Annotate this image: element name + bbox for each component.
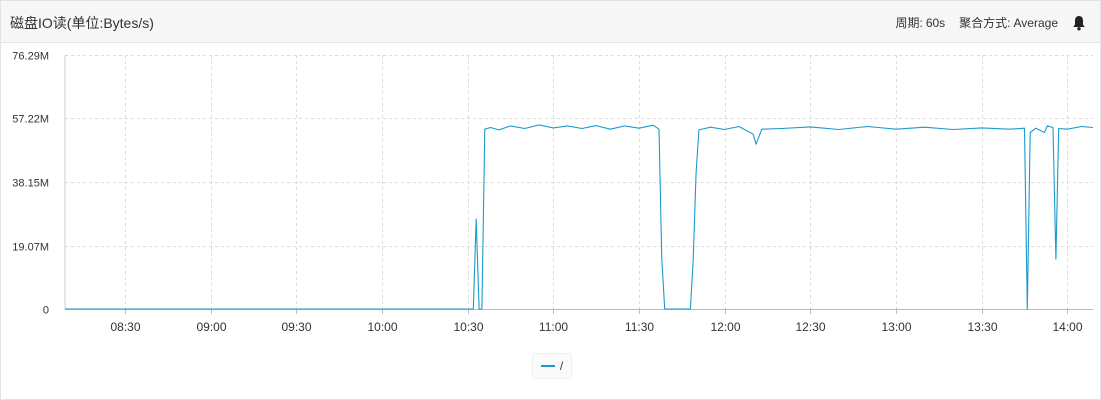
x-tick-label-3: 10:00 (367, 320, 397, 334)
period-value: 60s (925, 15, 946, 30)
period-label: 周期: (895, 16, 923, 30)
x-tick-label-9: 13:00 (881, 320, 911, 334)
x-tick-label-6: 11:30 (625, 320, 654, 334)
panel-header: 磁盘IO读(单位:Bytes/s) 周期: 60s 聚合方式: Average (1, 1, 1100, 43)
io-read-line-chart: 0 19.07M 38.15M 57.22M 76.29M 08:30 09:00 09:30… (12, 51, 1094, 334)
x-tick-label-0: 08:30 (110, 320, 140, 334)
x-tick-label-5: 11:00 (539, 320, 568, 334)
legend-swatch (540, 365, 555, 367)
y-tick-label-4: 76.29M (12, 51, 49, 63)
x-tick-label-1: 09:00 (196, 320, 226, 334)
x-tick-label-11: 14:00 (1052, 320, 1082, 334)
x-tick-label-10: 13:30 (967, 320, 997, 334)
x-tick-label-4: 10:30 (453, 320, 483, 334)
legend-label: / (559, 359, 564, 373)
aggregation-value: Average (1013, 15, 1058, 30)
bell-icon[interactable] (1072, 15, 1086, 31)
x-tick-label-8: 12:30 (795, 320, 825, 334)
y-tick-label-2: 38.15M (12, 178, 49, 190)
y-tick-label-3: 57.22M (12, 114, 49, 126)
series-line-0 (65, 124, 1094, 310)
x-tick-label-2: 09:30 (281, 320, 311, 334)
chart-meta: 周期: 60s 聚合方式: Average (895, 14, 1086, 31)
aggregation-label: 聚合方式: (959, 16, 1011, 30)
x-tick-label-7: 12:00 (710, 320, 740, 334)
y-tick-label-1: 19.07M (12, 242, 49, 254)
chart-title: 磁盘IO读(单位:Bytes/s) (10, 15, 154, 31)
y-tick-label-0: 0 (43, 305, 49, 317)
legend-item[interactable]: / (532, 353, 572, 379)
